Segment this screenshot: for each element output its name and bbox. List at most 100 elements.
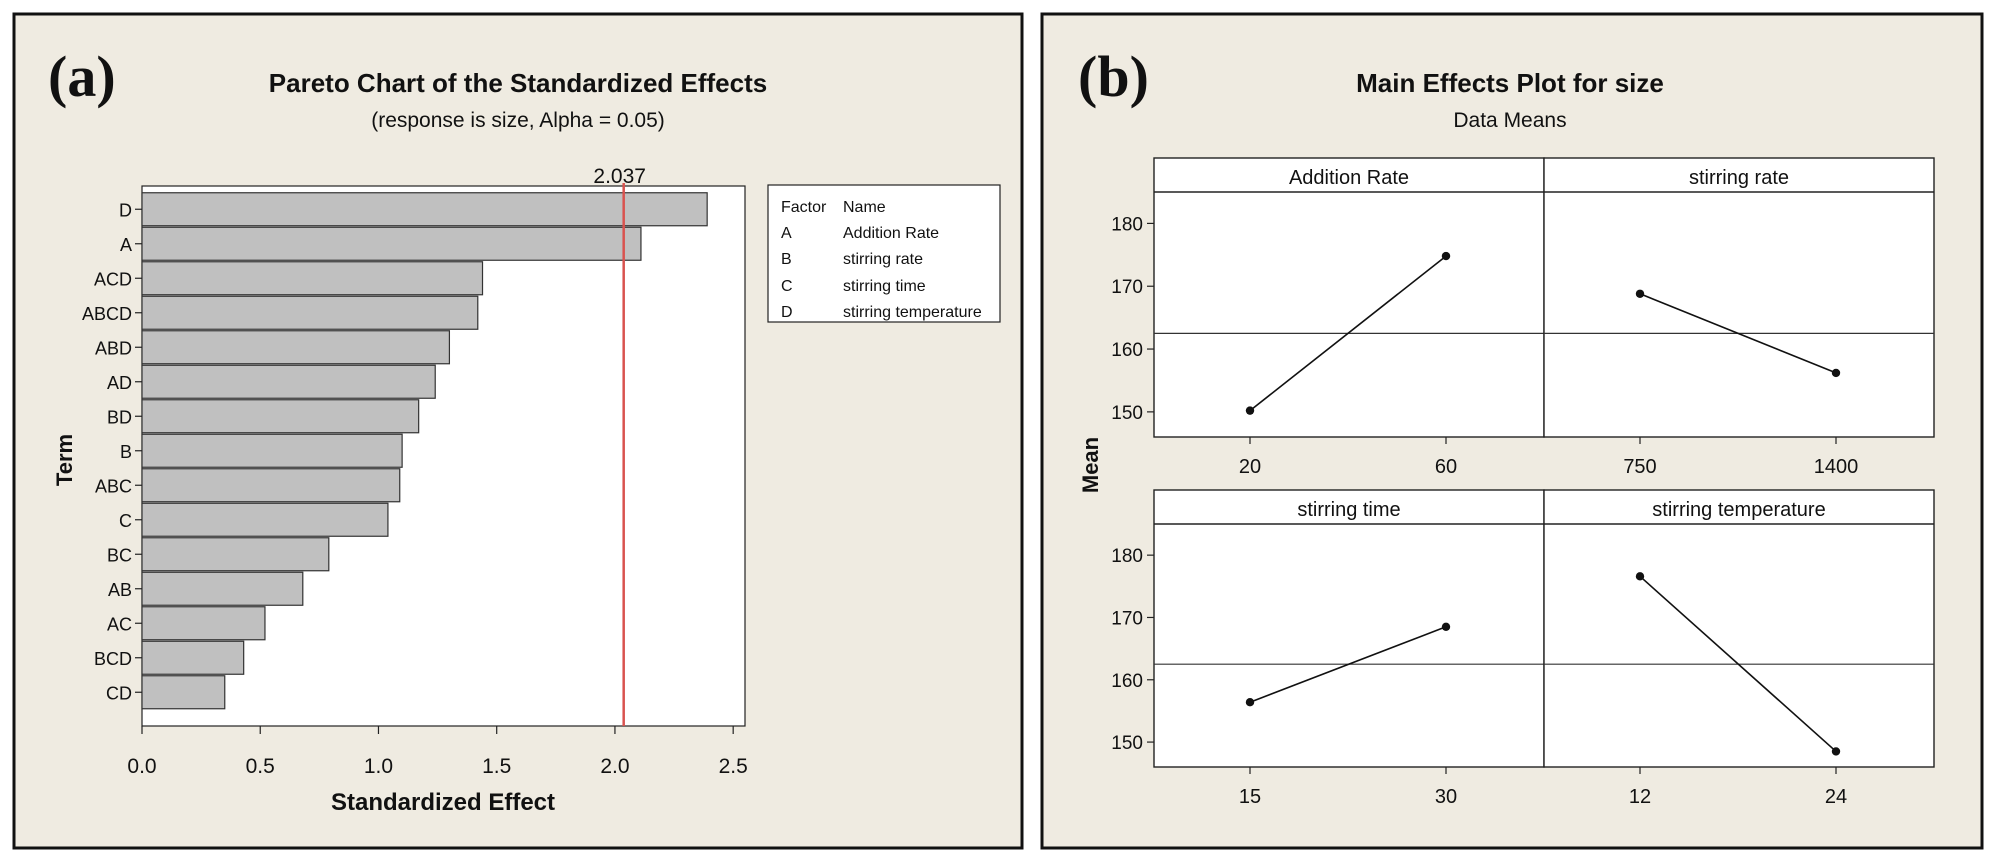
main-effects-panel-title: stirring rate [1689, 167, 1789, 189]
main-effects-line [1249, 255, 1447, 412]
main-effects-plot-area [1153, 157, 1545, 438]
legend-header-factor: Factor [781, 199, 827, 216]
pareto-bar [141, 433, 403, 468]
main-effects-x-tick-label: 12 [1629, 786, 1651, 808]
pareto-bar [141, 261, 484, 296]
pareto-x-tick-label: 0.0 [127, 755, 156, 778]
pareto-bar [141, 295, 479, 330]
pareto-bar [141, 364, 436, 399]
main-effects-point [1635, 289, 1645, 298]
pareto-y-tick-label: A [120, 235, 132, 255]
pareto-legend: Factor Name A Addition Rate B stirring r… [767, 184, 1001, 323]
main-effects-plot-area [1543, 489, 1935, 768]
main-effects-plot-area [1153, 489, 1545, 768]
pareto-x-axis-label: Standardized Effect [331, 789, 555, 816]
main-effects-line [1639, 575, 1837, 753]
pareto-bar [141, 192, 708, 227]
main-effects-x-tick-label: 20 [1239, 456, 1261, 478]
main-effects-line [1639, 293, 1837, 374]
legend-name-b: stirring rate [843, 251, 923, 268]
main-effects-y-tick-label: 180 [1111, 546, 1143, 567]
pareto-y-tick-label: ABC [95, 476, 132, 496]
legend-factor-d: D [781, 304, 793, 321]
pareto-bar [141, 330, 451, 365]
main-effects-y-tick-label: 150 [1111, 403, 1143, 424]
pareto-y-tick-label: BCD [94, 649, 132, 669]
main-effects-y-tick-label: 180 [1111, 214, 1143, 235]
legend-factor-b: B [781, 251, 792, 268]
main-effects-y-axis-label: Mean [1078, 437, 1103, 493]
panel-b-letter: (b) [1078, 44, 1149, 109]
main-effects-x-tick-label: 15 [1239, 786, 1261, 808]
main-effects-panel-title: stirring time [1297, 499, 1400, 521]
pareto-y-tick-label: B [120, 442, 132, 462]
legend-factor-a: A [781, 225, 792, 242]
panel-a-letter: (a) [48, 44, 116, 109]
panel-b: (b) Main Effects Plot for size Data Mean… [1040, 12, 1984, 850]
legend-name-d: stirring temperature [843, 304, 982, 321]
main-effects-y-tick-label: 170 [1111, 277, 1143, 298]
legend-factor-c: C [781, 278, 793, 295]
main-effects-point [1831, 368, 1841, 378]
pareto-bar [141, 606, 266, 641]
pareto-y-axis-label: Term [52, 434, 77, 486]
pareto-bar [141, 226, 642, 261]
main-effects-panel-title: Addition Rate [1289, 167, 1409, 189]
main-effects-point [1441, 622, 1451, 632]
pareto-x-tick-label: 0.5 [246, 755, 275, 778]
main-effects-y-tick-label: 160 [1111, 671, 1143, 692]
pareto-y-ticks: DA ACD ABCD ABD AD BD B ABC C BC AB AC BCD CD [82, 200, 142, 703]
pareto-bar [141, 468, 401, 503]
pareto-subtitle: (response is size, Alpha = 0.05) [371, 109, 665, 132]
pareto-bar [141, 537, 330, 572]
main-effects-line [1249, 626, 1447, 703]
pareto-x-tick-label: 2.5 [719, 755, 748, 778]
main-effects-panel: stirring time 150 160 170 180 15 30 [1111, 489, 1545, 808]
pareto-bars [141, 192, 708, 710]
main-effects-y-tick-label: 150 [1111, 733, 1143, 754]
pareto-title: Pareto Chart of the Standardized Effects [269, 68, 767, 98]
pareto-y-tick-label: AB [108, 580, 132, 600]
main-effects-panel: stirring temperature 12 24 [1543, 489, 1935, 808]
main-effects-subtitle: Data Means [1453, 109, 1566, 132]
pareto-y-tick-label: ABD [95, 338, 132, 358]
pareto-y-tick-label: BD [107, 407, 132, 427]
main-effects-panels: Addition Rate 150 160 170 180 20 60 stirring ra… [1111, 157, 1935, 808]
main-effects-x-tick-label: 1400 [1814, 456, 1859, 478]
main-effects-x-tick-label: 60 [1435, 456, 1457, 478]
pareto-bar [141, 571, 304, 606]
pareto-y-tick-label: BC [107, 545, 132, 565]
main-effects-y-tick-label: 170 [1111, 608, 1143, 629]
main-effects-panel: Addition Rate 150 160 170 180 20 60 [1111, 157, 1545, 478]
pareto-legend-box [767, 184, 1001, 323]
main-effects-title: Main Effects Plot for size [1356, 68, 1664, 98]
main-effects-point [1245, 406, 1255, 415]
pareto-y-tick-label: ABCD [82, 304, 132, 324]
pareto-x-tick-label: 2.0 [600, 755, 629, 778]
main-effects-panel: stirring rate 750 1400 [1543, 157, 1935, 478]
pareto-bar [141, 675, 226, 710]
main-effects-x-tick-label: 750 [1623, 456, 1656, 478]
pareto-y-tick-label: AD [107, 373, 132, 393]
main-effects-x-tick-label: 24 [1825, 786, 1847, 808]
main-effects-point [1831, 747, 1841, 756]
main-effects-y-tick-label: 160 [1111, 340, 1143, 361]
pareto-y-tick-label: C [119, 511, 132, 531]
pareto-y-tick-label: ACD [94, 269, 132, 289]
pareto-bar [141, 640, 245, 675]
main-effects-point [1245, 698, 1255, 707]
legend-name-c: stirring time [843, 278, 926, 295]
main-effects-point [1441, 251, 1451, 261]
panel-a: (a) Pareto Chart of the Standardized Eff… [12, 12, 1024, 850]
main-effects-plot-area [1543, 157, 1935, 438]
pareto-x-ticks: 0.0 0.5 1.0 1.5 2.0 2.5 [127, 726, 748, 778]
pareto-y-tick-label: D [119, 200, 132, 220]
main-effects-point [1635, 572, 1645, 581]
main-effects-panel-title: stirring temperature [1652, 499, 1825, 521]
pareto-bar [141, 399, 420, 434]
pareto-bar [141, 502, 389, 537]
pareto-x-tick-label: 1.0 [364, 755, 393, 778]
main-effects-x-tick-label: 30 [1435, 786, 1457, 808]
pareto-x-tick-label: 1.5 [482, 755, 511, 778]
